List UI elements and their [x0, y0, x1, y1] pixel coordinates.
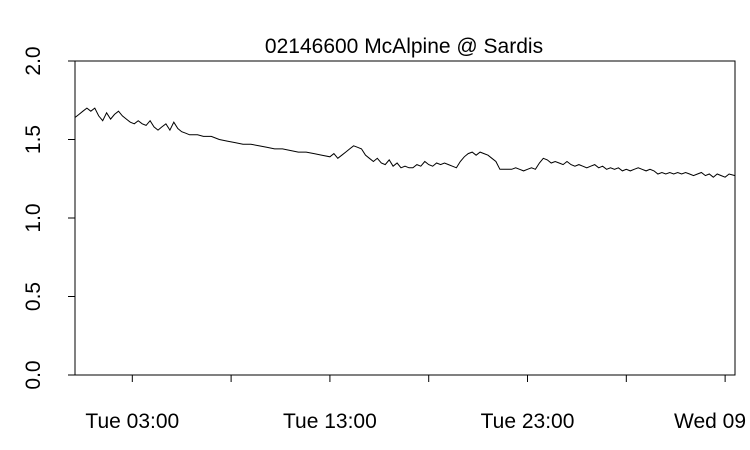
- x-axis: Tue 03:00 Tue 13:00 Tue 23:00 Wed 09: [85, 375, 746, 433]
- y-tick-label: 0.5: [22, 282, 45, 311]
- x-tick-label: Tue 13:00: [283, 410, 377, 433]
- plot-frame: [74, 60, 736, 376]
- x-tick-label: Tue 03:00: [85, 410, 179, 433]
- y-tick-label: 2.0: [22, 46, 45, 75]
- series-line-discharge: [74, 107, 736, 178]
- y-tick-label: 1.0: [22, 203, 45, 232]
- x-tick-label: Tue 23:00: [481, 410, 575, 433]
- y-axis: 0.0 0.5 1.0 1.5 2.0: [22, 46, 75, 390]
- x-tick-label: Wed 09: [674, 410, 746, 433]
- y-tick-label: 0.0: [22, 360, 45, 389]
- y-tick-label: 1.5: [22, 125, 45, 154]
- chart-title: 02146600 McAlpine @ Sardis: [265, 35, 543, 58]
